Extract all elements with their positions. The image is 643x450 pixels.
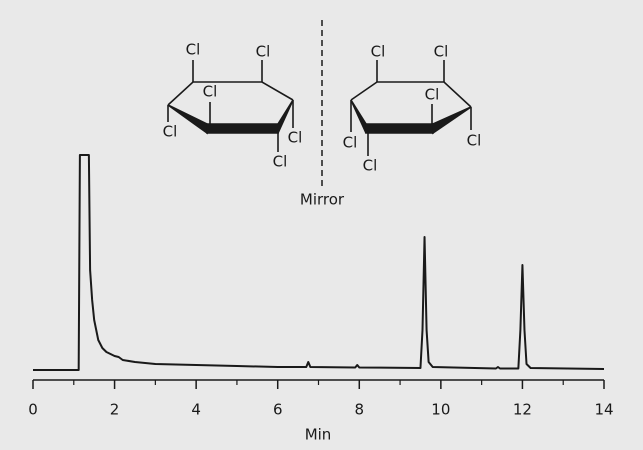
x-tick-label: 0 (28, 401, 38, 419)
ring-back (167, 81, 294, 106)
chlorine-label: Cl (371, 43, 386, 61)
x-tick-label: 8 (355, 401, 365, 419)
wedge (206, 123, 279, 134)
x-tick-label: 14 (594, 401, 613, 419)
x-axis-label: Min (305, 426, 332, 444)
chlorine-label: Cl (363, 157, 378, 175)
chlorine-label: Cl (256, 43, 271, 61)
wedge (365, 123, 434, 134)
chlorine-label: Cl (186, 41, 201, 59)
wedge (277, 99, 294, 134)
x-tick-label: 10 (431, 401, 450, 419)
chlorine-label: Cl (467, 132, 482, 150)
chlorine-label: Cl (343, 134, 358, 152)
molecule-left (167, 60, 294, 152)
chlorine-label: Cl (288, 129, 303, 147)
x-tick-label: 12 (513, 401, 532, 419)
chlorine-label: Cl (203, 83, 218, 101)
chlorine-label: Cl (273, 153, 288, 171)
mirror-label: Mirror (300, 191, 345, 209)
trace (33, 154, 605, 371)
chlorine-label: Cl (425, 86, 440, 104)
x-tick-label: 6 (273, 401, 283, 419)
chlorine-label: Cl (163, 123, 178, 141)
ring-back (350, 81, 472, 108)
x-tick-label: 2 (110, 401, 120, 419)
chlorine-label: Cl (434, 43, 449, 61)
wedge (432, 106, 472, 135)
x-tick-label: 4 (191, 401, 201, 419)
molecule-right (350, 60, 472, 156)
